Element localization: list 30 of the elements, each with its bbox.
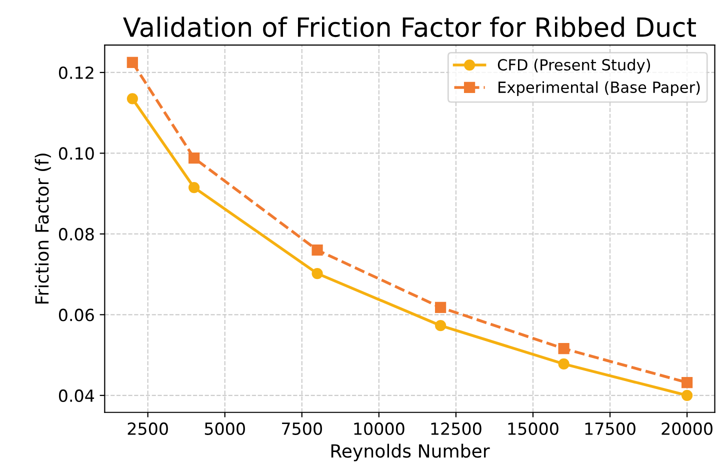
- point: [126, 93, 138, 104]
- y-tick-label: 0.06: [58, 308, 94, 322]
- y-tick-label: 0.04: [58, 389, 94, 402]
- x-tick-label: 20000: [662, 422, 712, 436]
- x-tick-label: 2500: [128, 422, 168, 436]
- legend-label: Experimental (Base Paper): [498, 81, 700, 96]
- point: [312, 244, 323, 256]
- y-tick-label: 0.10: [58, 147, 94, 160]
- x-tick-label: 12500: [431, 422, 482, 436]
- y-tick-label: 0.08: [58, 228, 94, 241]
- x-axis-title: Reynolds Number: [331, 444, 490, 462]
- x-tick-label: 5000: [204, 422, 245, 436]
- x-tick-label: 7500: [282, 422, 322, 436]
- y-tick-label: 0.12: [58, 66, 94, 80]
- point: [558, 358, 570, 370]
- x-tick-label: 10000: [354, 422, 404, 436]
- point: [434, 320, 446, 332]
- point: [558, 343, 570, 354]
- point: [681, 390, 693, 401]
- chart-title: Validation of Friction Factor for Ribbed Duct: [123, 16, 696, 38]
- point: [312, 268, 323, 280]
- point: [188, 182, 200, 194]
- x-tick-label: 15000: [508, 422, 558, 436]
- x-tick-label: 17500: [585, 422, 636, 436]
- y-axis-title: Friction Factor (f): [34, 154, 51, 304]
- legend-label: CFD (Present Study): [498, 58, 650, 74]
- point: [188, 152, 200, 164]
- point: [434, 302, 446, 313]
- point: [681, 376, 693, 388]
- point: [126, 56, 138, 68]
